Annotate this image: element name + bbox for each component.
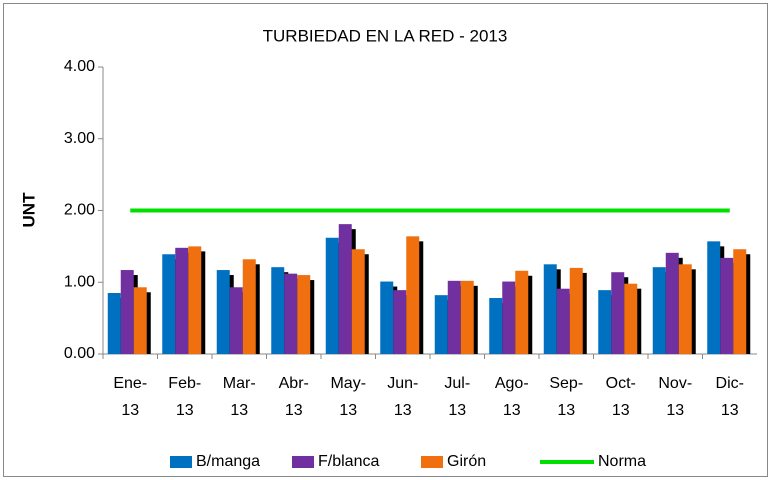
- bar: [188, 246, 202, 354]
- x-tick-label: Feb-13: [168, 375, 201, 419]
- bar: [175, 247, 189, 354]
- bar: [434, 295, 448, 354]
- y-tick-label: 3.00: [64, 130, 95, 147]
- x-tick-label: Nov-13: [658, 375, 692, 419]
- bar: [338, 224, 352, 354]
- bar: [502, 281, 516, 354]
- bar: [678, 264, 692, 354]
- bar: [515, 270, 529, 354]
- y-tick-label: 4.00: [64, 58, 95, 75]
- legend-swatch: [292, 456, 314, 468]
- bar: [162, 254, 176, 354]
- x-tick-label: Mar-13: [223, 375, 256, 419]
- bar: [133, 287, 147, 354]
- legend-label: Norma: [598, 453, 646, 470]
- bar: [652, 267, 666, 354]
- bar: [447, 280, 461, 354]
- bar: [611, 272, 625, 354]
- bar: [406, 236, 420, 354]
- x-tick-label: Oct-13: [606, 375, 636, 419]
- x-tick-label: Jun-13: [387, 375, 418, 419]
- bar: [284, 273, 298, 354]
- y-axis-label: UNT: [19, 192, 38, 228]
- bar: [707, 241, 721, 354]
- chart-title: TURBIEDAD EN LA RED - 2013: [263, 26, 508, 45]
- legend-label: F/blanca: [318, 453, 379, 470]
- bar: [216, 270, 230, 354]
- bar: [556, 288, 570, 354]
- y-tick-label: 1.00: [64, 273, 95, 290]
- bar: [351, 249, 365, 354]
- x-tick-label: Sep-13: [549, 375, 583, 419]
- bar: [242, 259, 256, 354]
- bar: [229, 287, 243, 354]
- bar: [598, 290, 612, 354]
- bar: [489, 298, 503, 354]
- bar: [393, 290, 407, 354]
- bar: [271, 267, 285, 354]
- bar: [543, 264, 557, 354]
- x-tick-label: Abr-13: [279, 375, 309, 419]
- bar: [380, 281, 394, 354]
- y-tick-label: 0.00: [64, 345, 95, 362]
- bar: [665, 252, 679, 354]
- chart-border: [3, 3, 768, 477]
- bar: [733, 249, 747, 354]
- y-tick-label: 2.00: [64, 202, 95, 219]
- legend-label: Girón: [447, 453, 486, 470]
- bar: [120, 270, 134, 354]
- legend-swatch: [421, 456, 443, 468]
- x-tick-label: Ago-13: [495, 375, 529, 419]
- bar: [107, 293, 121, 354]
- x-tick-label: Jul-13: [444, 375, 470, 419]
- bar: [297, 275, 311, 354]
- x-tick-label: Ene-13: [113, 375, 147, 419]
- x-tick-label: Dic-13: [716, 375, 744, 419]
- bar: [569, 267, 583, 354]
- bar: [720, 257, 734, 354]
- bar: [325, 237, 339, 354]
- bar: [624, 283, 638, 354]
- legend-label: B/manga: [196, 453, 260, 470]
- legend-swatch: [170, 456, 192, 468]
- bar: [460, 280, 474, 354]
- x-tick-label: May-13: [330, 375, 366, 419]
